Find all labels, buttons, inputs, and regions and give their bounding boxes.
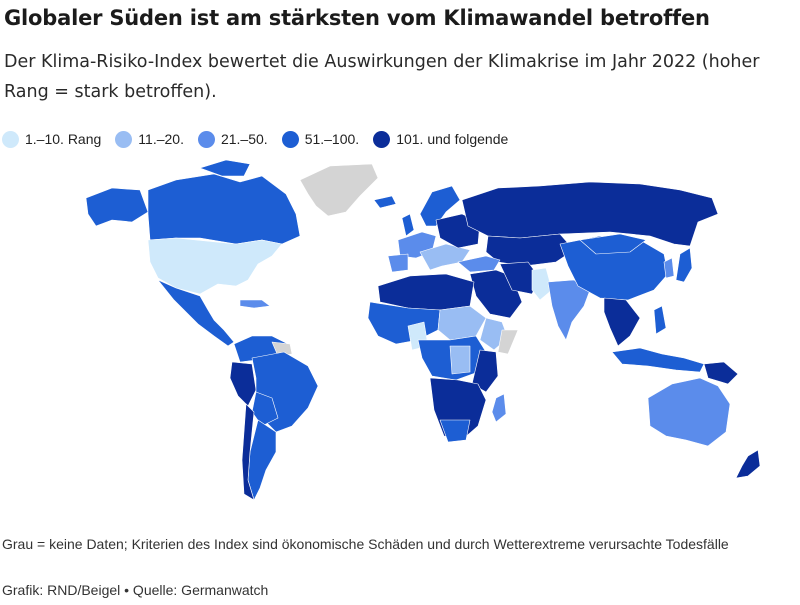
region-pakistan	[531, 267, 553, 301]
legend-swatch	[373, 130, 391, 148]
region-usa	[147, 237, 283, 295]
legend: 1.–10. Rang 11.–20. 21.–50. 51.–100. 101…	[2, 128, 522, 150]
legend-item-rank-51-100: 51.–100.	[281, 130, 360, 148]
region-philippines	[653, 305, 667, 335]
legend-item-rank-21-50: 21.–50.	[197, 130, 268, 148]
legend-swatch	[281, 130, 299, 148]
region-iceland	[373, 195, 397, 209]
region-south-africa	[439, 419, 471, 443]
region-indonesia	[611, 347, 705, 373]
legend-item-rank-11-20: 11.–20.	[115, 130, 184, 148]
region-canada-islands	[199, 160, 251, 177]
region-guianas	[271, 341, 293, 357]
legend-item-rank-101-plus: 101. und folgende	[373, 130, 509, 148]
region-canada	[147, 173, 301, 245]
legend-label: 11.–20.	[138, 131, 184, 147]
legend-swatch	[115, 130, 133, 148]
region-caribbean	[239, 299, 271, 309]
region-sahel	[437, 305, 487, 341]
region-iberia	[387, 253, 409, 273]
region-north-africa	[377, 273, 475, 311]
region-bolivia-paraguay	[251, 391, 279, 427]
region-mongolia	[579, 233, 647, 255]
legend-item-rank-1-10: 1.–10. Rang	[2, 130, 102, 148]
region-se-asia	[603, 297, 641, 347]
region-somalia	[497, 329, 519, 355]
region-mexico	[157, 279, 235, 347]
legend-label: 1.–10. Rang	[25, 131, 102, 147]
region-peru	[229, 361, 257, 407]
region-turkey	[457, 255, 501, 273]
region-dr-congo	[449, 345, 471, 375]
chart-title: Globaler Süden ist am stärksten vom Klim…	[4, 6, 710, 30]
region-australia	[647, 377, 731, 447]
region-papua	[703, 361, 739, 385]
legend-swatch	[2, 130, 19, 148]
legend-label: 101. und folgende	[396, 131, 509, 147]
region-new-zealand	[735, 449, 761, 479]
region-scandinavia	[419, 185, 461, 227]
region-uk	[401, 213, 415, 237]
region-japan	[675, 247, 693, 283]
region-chile	[241, 403, 255, 501]
chart-subtitle: Der Klima-Risiko-Index bewertet die Ausw…	[4, 52, 760, 102]
region-madagascar	[491, 393, 507, 423]
credits: Grafik: RND/Beigel • Quelle: Germanwatch	[2, 582, 269, 598]
legend-swatch	[197, 130, 215, 148]
region-korea	[663, 257, 675, 279]
region-greenland	[299, 163, 379, 217]
world-map	[85, 160, 761, 501]
region-central-asia	[485, 233, 575, 267]
region-alaska	[85, 187, 149, 227]
region-east-africa	[471, 349, 499, 393]
footnote: Grau = keine Daten; Kriterien des Index …	[2, 536, 729, 552]
legend-label: 21.–50.	[220, 131, 268, 147]
region-russia	[461, 181, 719, 247]
legend-label: 51.–100.	[304, 131, 360, 147]
